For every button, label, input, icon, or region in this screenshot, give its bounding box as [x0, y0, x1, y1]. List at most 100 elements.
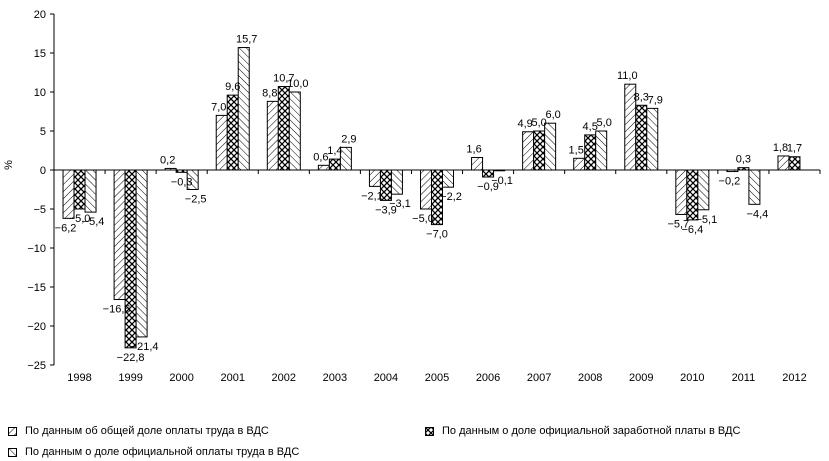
- data-label: 0,3: [736, 154, 751, 166]
- data-label: 1,5: [569, 144, 584, 156]
- bar-2005-series-3: [442, 169, 454, 188]
- data-label: −5,0: [69, 213, 91, 225]
- data-label: 10,7: [273, 73, 294, 85]
- bar-2012-series-2: [788, 156, 801, 171]
- data-label: −3,9: [375, 204, 397, 216]
- bar-2002-series-3: [288, 91, 301, 171]
- x-tick-label: 2003: [323, 372, 347, 384]
- data-label: 4,5: [583, 121, 598, 133]
- y-tick-label: −10: [27, 243, 46, 255]
- bar-2008-series-2: [584, 134, 597, 171]
- bar-2010-series-3: [697, 169, 710, 211]
- bar-2011-series-3: [748, 169, 761, 205]
- data-label: −5,7: [667, 218, 689, 230]
- data-label: −0,1: [491, 175, 513, 187]
- x-tick-label: 2004: [374, 372, 398, 384]
- bar-2004-series-1: [368, 169, 381, 187]
- x-tick-label: 2008: [578, 372, 602, 384]
- bar-2009-series-2: [635, 104, 648, 171]
- bar-2008-series-3: [595, 130, 608, 171]
- y-tick-label: 0: [40, 165, 46, 177]
- bar-2007-series-1: [522, 131, 535, 171]
- data-label: 1,6: [466, 144, 481, 156]
- bar-2002-series-1: [266, 100, 279, 171]
- y-tick-label: −5: [33, 204, 46, 216]
- x-tick-label: 2009: [629, 372, 653, 384]
- data-label: 11,0: [617, 70, 638, 82]
- x-tick-label: 2005: [425, 372, 449, 384]
- bar-2001-series-3: [237, 47, 250, 171]
- data-label: 7,9: [648, 94, 663, 106]
- x-tick-label: 2012: [782, 372, 806, 384]
- bar-2010-series-1: [675, 169, 688, 215]
- data-label: 10,0: [287, 78, 308, 90]
- data-label: −6,2: [55, 222, 77, 234]
- bar-2008-series-1: [573, 157, 586, 171]
- data-label: 0,6: [313, 151, 328, 163]
- x-tick-label: 2010: [680, 372, 704, 384]
- y-tick-label: 5: [40, 126, 46, 138]
- y-tick-label: 10: [34, 87, 46, 99]
- y-axis-title: %: [3, 160, 15, 170]
- y-tick-label: −15: [27, 282, 46, 294]
- x-tick-label: 2002: [272, 372, 296, 384]
- x-tick-label: 2006: [476, 372, 500, 384]
- bar-2005-series-1: [420, 169, 432, 210]
- bar-1998-series-1: [62, 169, 75, 219]
- data-label: −16,6: [103, 303, 131, 315]
- y-tick-label: −25: [27, 360, 46, 372]
- data-label: −7,0: [426, 229, 448, 241]
- data-label: 9,6: [225, 81, 240, 93]
- bar-2003-series-1: [317, 164, 330, 171]
- data-label: 0,2: [160, 154, 175, 166]
- bar-2012-series-1: [777, 155, 790, 171]
- data-label: 1,8: [773, 142, 788, 154]
- data-label: −2,2: [440, 191, 462, 203]
- y-tick-label: 20: [34, 9, 46, 21]
- data-label: 6,0: [545, 109, 560, 121]
- data-label: 1,7: [787, 143, 802, 155]
- data-label: −0,9: [477, 181, 499, 193]
- data-label: −0,3: [171, 176, 193, 188]
- x-tick-label: 2011: [732, 372, 756, 384]
- x-tick-label: 1999: [118, 372, 142, 384]
- bar-2001-series-1: [215, 114, 228, 171]
- data-label: −6,4: [681, 224, 703, 236]
- data-label: 1,4: [327, 145, 342, 157]
- bar-1998-series-2: [73, 169, 86, 210]
- data-label: −21,4: [131, 341, 159, 353]
- data-label: 15,7: [236, 34, 257, 46]
- x-tick-label: 1998: [67, 372, 91, 384]
- bar-2004-series-3: [390, 169, 403, 195]
- data-label: 8,8: [262, 87, 277, 99]
- bar-1998-series-3: [84, 169, 97, 213]
- data-label: 5,0: [531, 117, 546, 129]
- data-label: −2,5: [185, 194, 207, 206]
- data-label: −2,1: [361, 190, 383, 202]
- bar-1999-series-1: [113, 169, 126, 300]
- bar-2007-series-3: [544, 122, 557, 171]
- data-label: −5,4: [83, 216, 105, 228]
- bar-2003-series-2: [328, 158, 341, 171]
- bar-1999-series-2: [124, 169, 137, 349]
- data-label: 2,9: [341, 133, 356, 145]
- bar-1999-series-3: [135, 169, 148, 338]
- y-tick-label: 15: [34, 48, 46, 60]
- bar-2010-series-2: [686, 169, 699, 221]
- bar-2001-series-2: [226, 94, 239, 171]
- bar-2007-series-2: [533, 130, 546, 171]
- data-label: −0,2: [719, 176, 741, 188]
- x-tick-label: 2001: [220, 372, 244, 384]
- bar-2002-series-2: [277, 86, 290, 171]
- data-label: −3,1: [389, 198, 411, 210]
- data-label: −5,0: [412, 213, 434, 225]
- y-axis: −25 −20 −15 −10 −5 0 5 10 15 20: [27, 9, 55, 372]
- x-axis: 1998 1999 2000 2001 2002 2003 2004 2005 2006 2007…: [53, 169, 821, 384]
- bar-2009-series-3: [646, 107, 659, 171]
- x-tick-label: 2007: [527, 372, 551, 384]
- data-label: −5,1: [695, 214, 717, 226]
- data-label: 5,0: [597, 117, 612, 129]
- data-label: 8,3: [634, 91, 649, 103]
- bars: [62, 47, 801, 349]
